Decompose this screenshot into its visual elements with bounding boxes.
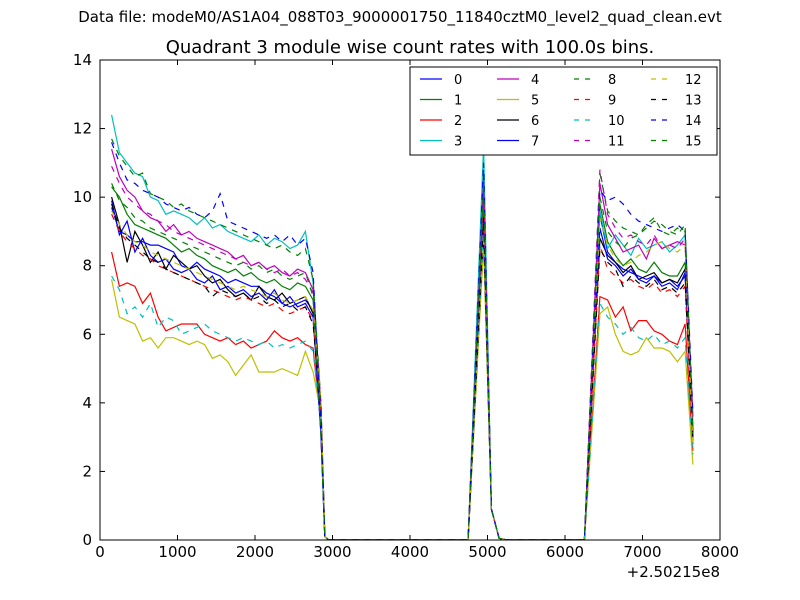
y-tick-label: 0	[82, 531, 92, 549]
series-line-6	[111, 196, 694, 540]
legend-label-15: 15	[685, 135, 702, 150]
x-tick-label: 5000	[468, 543, 506, 561]
x-tick-label: 4000	[391, 543, 429, 561]
legend-label-4: 4	[531, 73, 539, 88]
y-tick-label: 12	[73, 120, 92, 138]
legend-label-2: 2	[454, 114, 462, 129]
x-tick-label: 2000	[236, 543, 274, 561]
series-line-2	[111, 214, 694, 540]
legend-label-3: 3	[454, 135, 462, 150]
series-line-4	[111, 148, 694, 540]
figure-suptitle: Data file: modeM0/AS1A04_088T03_90000017…	[78, 8, 722, 26]
x-tick-label: 6000	[546, 543, 584, 561]
series-line-9	[111, 203, 694, 540]
series-line-5	[111, 245, 694, 540]
x-offset-label: +2.50215e8	[627, 563, 720, 581]
legend-label-10: 10	[608, 114, 625, 129]
legend-label-7: 7	[531, 135, 539, 150]
y-tick-label: 4	[82, 394, 92, 412]
series-line-7	[111, 200, 694, 540]
y-tick-label: 6	[82, 325, 92, 343]
legend-label-12: 12	[685, 73, 702, 88]
legend-label-8: 8	[608, 73, 616, 88]
series-line-10	[111, 227, 694, 540]
legend-label-6: 6	[531, 114, 539, 129]
legend-label-14: 14	[685, 114, 702, 129]
legend-label-9: 9	[608, 94, 616, 109]
series-line-14	[111, 142, 694, 540]
y-tick-label: 2	[82, 462, 92, 480]
series-line-12	[111, 210, 694, 540]
x-tick-label: 8000	[701, 543, 739, 561]
x-tick-label: 0	[95, 543, 105, 561]
legend-label-13: 13	[685, 94, 702, 109]
y-tick-label: 10	[73, 188, 92, 206]
x-tick-label: 3000	[313, 543, 351, 561]
series-line-13	[111, 203, 694, 540]
series-layer	[111, 114, 694, 540]
series-line-15	[111, 183, 694, 540]
series-line-11	[111, 166, 694, 540]
x-tick-label: 7000	[623, 543, 661, 561]
x-tick-label: 1000	[158, 543, 196, 561]
legend-label-0: 0	[454, 73, 462, 88]
axis-ticks: 0 1000 2000 3000 4000 5000 6000 7000 80000246810…	[73, 51, 739, 561]
legend-label-11: 11	[608, 135, 625, 150]
y-tick-label: 8	[82, 257, 92, 275]
legend-label-5: 5	[531, 94, 539, 109]
legend-label-1: 1	[454, 94, 462, 109]
chart-title: Quadrant 3 module wise count rates with …	[166, 37, 655, 58]
y-tick-label: 14	[73, 51, 92, 69]
series-line-8	[111, 138, 694, 540]
